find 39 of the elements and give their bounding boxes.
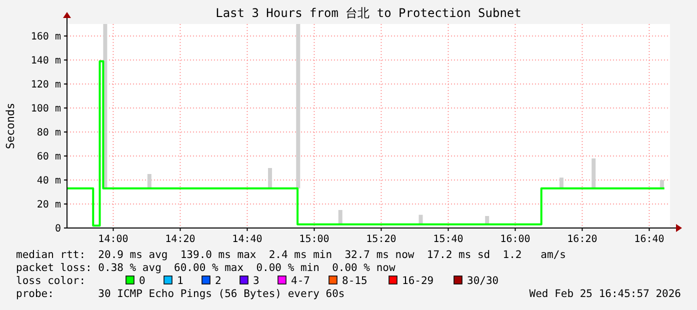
x-tick-label: 15:20 [366, 234, 396, 245]
bar [559, 178, 564, 188]
x-tick-label: 15:00 [299, 234, 330, 245]
bar [338, 210, 342, 224]
legend-title: loss color: [16, 275, 86, 287]
bar [147, 174, 152, 188]
y-tick-label: 0 [54, 224, 61, 234]
x-tick-label: 16:40 [634, 234, 664, 245]
y-tick-label: 160 m [30, 32, 61, 42]
legend-label: 1 [177, 275, 184, 287]
legend-label: 30/30 [467, 275, 499, 287]
legend-label: 3 [253, 275, 260, 287]
legend-label: 16-29 [402, 275, 434, 287]
legend-label: 8-15 [342, 275, 368, 287]
y-tick-label: 20 m [36, 200, 61, 210]
y-tick-label: 120 m [30, 80, 61, 90]
x-tick-label: 16:00 [500, 234, 530, 245]
y-tick-label: 100 m [30, 104, 61, 114]
y-tick-label: 40 m [36, 176, 61, 186]
legend-label: 2 [215, 275, 222, 287]
y-axis-title: Seconds [4, 102, 17, 150]
bar [592, 158, 596, 188]
y-tick-label: 60 m [36, 152, 61, 162]
legend-label: 4-7 [291, 275, 310, 287]
y-tick-label: 80 m [36, 128, 61, 138]
bar [268, 168, 272, 188]
text: packet loss: 0.38 % avg 60.00 % max 0.00 % min 0.00 % now [16, 262, 396, 274]
bar [296, 24, 300, 188]
x-tick-label: 14:00 [98, 234, 128, 245]
text: Wed Feb 25 16:45:57 2026 [529, 288, 681, 300]
legend-label: 0 [139, 275, 146, 287]
chart-title: Last 3 Hours from 台北 to Protection Subnet [216, 6, 522, 20]
x-tick-label: 15:40 [433, 234, 464, 245]
x-tick-label: 16:20 [567, 234, 598, 245]
x-tick-label: 14:20 [165, 234, 196, 245]
x-tick-label: 14:40 [232, 234, 262, 245]
text: median rtt: 20.9 ms avg 139.0 ms max 2.4 ms min 32.7 ms now 17.2 ms sd 1.2 am/s [16, 249, 566, 261]
y-tick-label: 140 m [30, 56, 61, 66]
text: probe: 30 ICMP Echo Pings (56 Bytes) every 60s [16, 288, 345, 300]
